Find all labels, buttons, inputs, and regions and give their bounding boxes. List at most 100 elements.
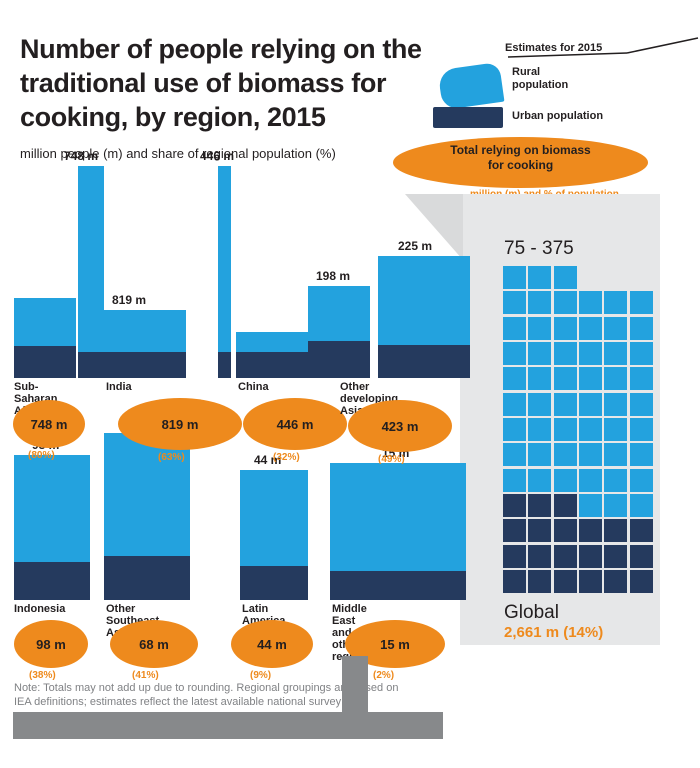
- waffle-square-blue: [629, 493, 653, 517]
- waffle-square-blue: [578, 291, 602, 315]
- bar-navy-segment-b2: [104, 556, 190, 600]
- waffle-square-blue: [553, 392, 577, 416]
- waffle-square-navy: [578, 569, 602, 593]
- bar-navy-segment-a1t: [78, 352, 104, 378]
- waffle-square-blue: [604, 341, 628, 365]
- title-line-2: traditional use of biomass for: [20, 68, 387, 98]
- waffle-square-navy: [528, 569, 552, 593]
- bar-navy-segment-a4a: [308, 341, 370, 378]
- title-line-1: Number of people relying on the: [20, 34, 422, 64]
- waffle-square-navy: [629, 519, 653, 543]
- bar-blue-segment-a2: [104, 310, 186, 352]
- waffle-square-blue: [578, 392, 602, 416]
- group-label-line: Indonesia: [14, 603, 66, 615]
- waffle-square-blue: [578, 443, 602, 467]
- waffle-square-blue: [503, 316, 526, 340]
- legend-total-oval-label: Total relying on biomass for cooking: [403, 143, 638, 173]
- legend-total-oval: [393, 137, 648, 188]
- waffle-square-blue: [629, 291, 653, 315]
- waffle-square-navy: [553, 519, 577, 543]
- waffle-square-blue: [629, 443, 653, 467]
- waffle-square-navy: [553, 569, 577, 593]
- total-value-a4: 423 m: [381, 418, 419, 434]
- bar-value-a4a: 198 m: [316, 269, 351, 283]
- bar-navy-segment-b3: [240, 566, 308, 600]
- footnote-line-1: Note: Totals may not add up due to round…: [14, 682, 399, 694]
- total-value-b2: 68 m: [139, 636, 169, 652]
- waffle-square-blue: [503, 443, 526, 467]
- bar-value-b3: 44 m: [254, 453, 282, 467]
- waffle-square-blue: [553, 341, 577, 365]
- group-label-line: China: [238, 381, 269, 393]
- legend-label-rural: Rural population: [512, 66, 568, 91]
- total-pct-a2: (63%): [158, 452, 185, 463]
- waffle-square-blue: [503, 291, 526, 315]
- waffle-square-blue: [604, 443, 628, 467]
- waffle-square-blue: [528, 443, 552, 467]
- total-value-a1: 748 m: [30, 416, 68, 432]
- legend-oval-label-line2: for cooking: [487, 158, 554, 172]
- total-pct-a1: (80%): [28, 450, 55, 461]
- bar-blue-segment-b3: [240, 470, 308, 566]
- waffle-square-blue: [528, 316, 552, 340]
- total-pct-a3: (32%): [273, 452, 300, 463]
- waffle-square-blue: [629, 468, 653, 492]
- waffle-square-navy: [604, 544, 628, 568]
- waffle-square-blue: [503, 417, 526, 441]
- total-oval-b3: 44 m: [231, 620, 313, 668]
- subtitle: million people (m) and share of regional…: [20, 146, 336, 161]
- waffle-square-blue: [604, 468, 628, 492]
- waffle-square-blue: [528, 417, 552, 441]
- global-label: Global: [504, 602, 559, 623]
- waffle-square-blue: [604, 417, 628, 441]
- bar-blue-segment-b1: [14, 455, 90, 562]
- legend-label-rural-line1: Rural: [512, 66, 541, 78]
- bar-navy-segment-b4: [330, 571, 466, 600]
- bar-blue-segment-a3t: [218, 166, 231, 352]
- waffle-square-blue: [629, 392, 653, 416]
- bar-value-a3t: 446 m: [200, 149, 235, 163]
- bar-blue-segment-a4b: [378, 256, 470, 345]
- waffle-square-blue: [503, 392, 526, 416]
- footnote-line-2: IEA definitions; estimates reflect the l…: [14, 696, 369, 708]
- waffle-square-navy: [553, 493, 577, 517]
- bar-blue-segment-a4a: [308, 286, 370, 341]
- waffle-square-navy: [604, 519, 628, 543]
- bar-navy-segment-a2: [104, 352, 186, 378]
- waffle-square-blue: [578, 341, 602, 365]
- waffle-square-blue: [553, 417, 577, 441]
- group-label-a2: India: [106, 381, 132, 393]
- waffle-square-navy: [629, 569, 653, 593]
- waffle-square-blue: [604, 291, 628, 315]
- total-value-b3: 44 m: [257, 636, 287, 652]
- legend-label-urban: Urban population: [512, 110, 604, 122]
- global-value: 2,661 m (14%): [504, 624, 604, 641]
- waffle-square-blue: [528, 291, 552, 315]
- total-value-b4: 15 m: [380, 636, 410, 652]
- total-value-a2: 819 m: [161, 416, 199, 432]
- total-oval-a4: 423 m: [348, 400, 452, 452]
- total-value-a3: 446 m: [276, 416, 314, 432]
- legend-label-rural-line2: population: [512, 78, 569, 91]
- waffle-square-blue: [528, 468, 552, 492]
- total-pct-b3: (9%): [250, 670, 272, 681]
- total-value-b1: 98 m: [36, 636, 66, 652]
- total-pct-b1: (38%): [29, 670, 56, 681]
- legend-oval-label-line1: Total relying on biomass: [450, 143, 591, 157]
- total-oval-a3: 446 m: [243, 398, 347, 450]
- bar-navy-segment-a3t: [218, 352, 231, 378]
- bar-navy-segment-a1w: [14, 346, 76, 378]
- waffle-square-navy: [528, 519, 552, 543]
- waffle-square-blue: [629, 417, 653, 441]
- waffle-square-blue: [578, 468, 602, 492]
- waffle-square-blue: [578, 417, 602, 441]
- waffle-square-blue: [578, 493, 602, 517]
- total-pct-b4: (2%): [373, 670, 395, 681]
- waffle-square-blue: [503, 367, 526, 391]
- waffle-square-blue: [553, 443, 577, 467]
- waffle-square-blue: [629, 316, 653, 340]
- waffle-range-label: 75 - 375: [504, 238, 574, 259]
- gray-connector: [342, 656, 368, 714]
- waffle-square-blue: [503, 341, 526, 365]
